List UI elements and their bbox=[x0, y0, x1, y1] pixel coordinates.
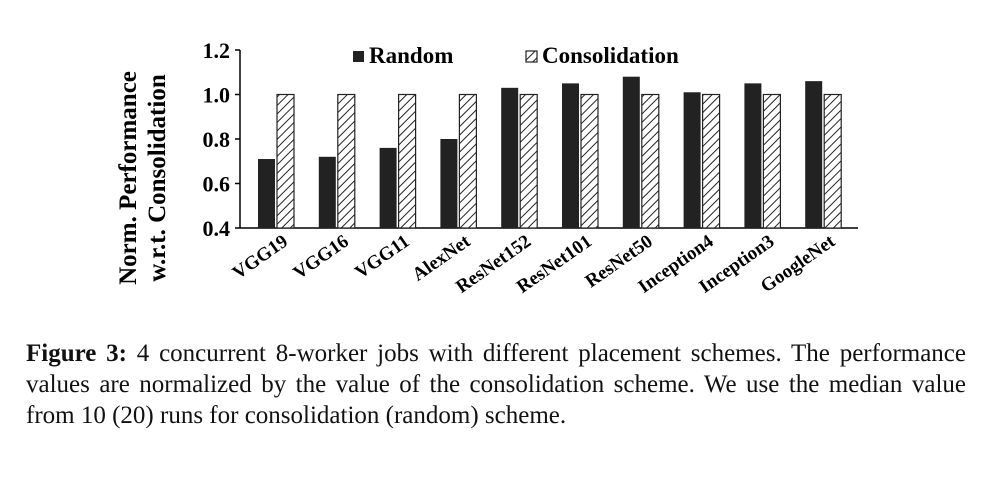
bar-random-inception4 bbox=[683, 92, 701, 229]
bar-random-resnet152 bbox=[501, 87, 519, 228]
bar-consolidation-vgg19 bbox=[276, 93, 295, 229]
y-axis-label-line1: Norm. Performance bbox=[115, 71, 142, 285]
caption-text: 4 concurrent 8-worker jobs with differen… bbox=[26, 340, 967, 429]
y-axis-label: Norm. Performance w.r.t. Consolidation bbox=[115, 71, 171, 285]
bar-random-resnet50 bbox=[622, 76, 640, 228]
y-axis-label-line2: w.r.t. Consolidation bbox=[144, 74, 171, 282]
x-tick-label: VGG19 bbox=[229, 231, 292, 284]
bars bbox=[258, 76, 842, 229]
bar-random-vgg16 bbox=[318, 156, 336, 228]
y-tick-label: 0.4 bbox=[203, 216, 231, 241]
bar-random-alexnet bbox=[440, 139, 458, 228]
bar-consolidation-vgg16 bbox=[337, 93, 356, 229]
bar-consolidation-resnet50 bbox=[641, 93, 660, 229]
legend-swatch-random bbox=[353, 51, 364, 62]
legend-label-consolidation: Consolidation bbox=[542, 43, 679, 68]
bar-random-googlenet bbox=[805, 81, 823, 229]
bar-consolidation-resnet101 bbox=[580, 93, 599, 229]
x-tick-labels: VGG19VGG16VGG11AlexNetResNet152ResNet101… bbox=[229, 231, 840, 298]
bar-consolidation-googlenet bbox=[823, 93, 842, 229]
legend: Random Consolidation bbox=[353, 43, 679, 68]
bar-consolidation-resnet152 bbox=[519, 93, 538, 229]
y-tick-label: 1.0 bbox=[203, 83, 231, 108]
bar-chart: Norm. Performance w.r.t. Consolidation 0.… bbox=[115, 38, 858, 298]
caption-label: Figure 3: bbox=[26, 340, 127, 367]
bar-random-inception3 bbox=[744, 83, 762, 228]
figure-caption: Figure 3: 4 concurrent 8-worker jobs wit… bbox=[26, 338, 966, 431]
bar-consolidation-alexnet bbox=[458, 93, 477, 229]
bar-random-vgg11 bbox=[379, 147, 397, 228]
x-tick-label: VGG16 bbox=[290, 231, 353, 284]
x-tick-label: VGG11 bbox=[351, 231, 413, 283]
y-tick-label: 0.6 bbox=[203, 172, 231, 197]
bar-random-vgg19 bbox=[258, 159, 275, 228]
y-tick-label: 1.2 bbox=[203, 38, 231, 63]
bar-consolidation-inception4 bbox=[701, 93, 721, 229]
legend-swatch-consolidation bbox=[525, 50, 538, 63]
bar-random-resnet101 bbox=[562, 83, 579, 228]
bar-consolidation-inception3 bbox=[762, 93, 782, 229]
bar-consolidation-vgg11 bbox=[398, 93, 417, 229]
y-tick-label: 0.8 bbox=[203, 127, 231, 152]
legend-label-random: Random bbox=[369, 43, 453, 68]
